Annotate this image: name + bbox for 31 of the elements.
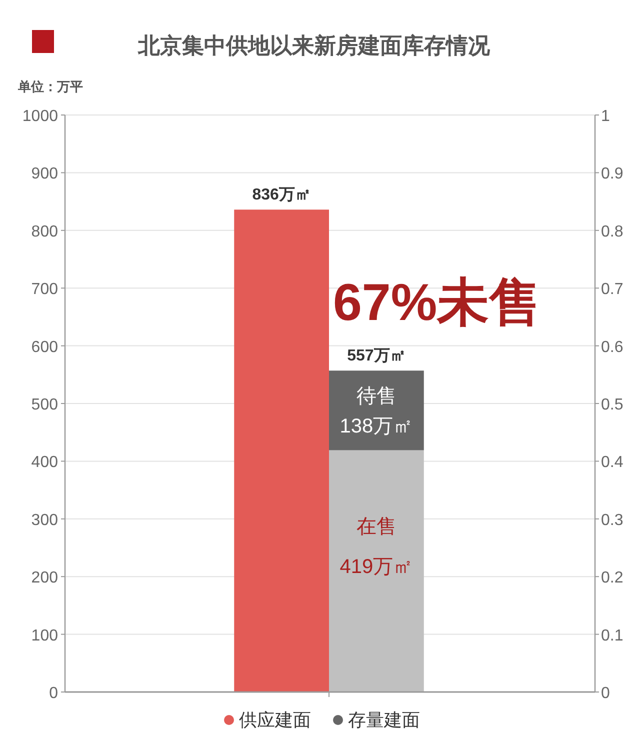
y-tick-label: 600 <box>31 338 58 356</box>
legend-label: 供应建面 <box>239 710 311 730</box>
y2-tick-label: 0.2 <box>601 570 624 587</box>
y-tick-label: 1000 <box>22 108 58 125</box>
y-tick-label: 200 <box>31 570 58 587</box>
y-axis-title: 单位：万平 <box>17 79 83 94</box>
y-tick-label: 300 <box>31 512 58 529</box>
y2-tick-label: 0.5 <box>601 396 624 414</box>
y-tick-label: 500 <box>31 396 58 414</box>
y2-tick-label: 0 <box>601 685 610 702</box>
chart-title: 北京集中供地以来新房建面库存情况 <box>137 33 491 58</box>
y-tick-label: 0 <box>49 685 58 702</box>
y2-tick-label: 0.3 <box>601 512 624 529</box>
y-tick-label: 800 <box>31 223 58 240</box>
legend-label: 存量建面 <box>348 710 420 730</box>
y2-tick-label: 0.1 <box>601 627 624 644</box>
data-label: 待售 138万㎡ <box>340 385 414 438</box>
y2-tick-label: 0.6 <box>601 338 624 356</box>
y-tick-label: 700 <box>31 281 58 298</box>
y-tick-label: 900 <box>31 166 58 183</box>
total-label: 557万㎡ <box>347 348 406 365</box>
data-label: 836万㎡ <box>252 186 311 204</box>
y2-tick-label: 0.9 <box>601 166 624 183</box>
y2-tick-label: 0.7 <box>601 281 624 298</box>
y-tick-label: 100 <box>31 627 58 644</box>
data-label: 在售 419万㎡ <box>340 516 414 578</box>
y2-tick-label: 0.4 <box>601 454 624 472</box>
y2-tick-label: 0.8 <box>601 223 624 240</box>
y-tick-label: 400 <box>31 454 58 472</box>
annotation: 67%未售 <box>333 274 542 332</box>
y2-tick-label: 1 <box>601 108 610 125</box>
